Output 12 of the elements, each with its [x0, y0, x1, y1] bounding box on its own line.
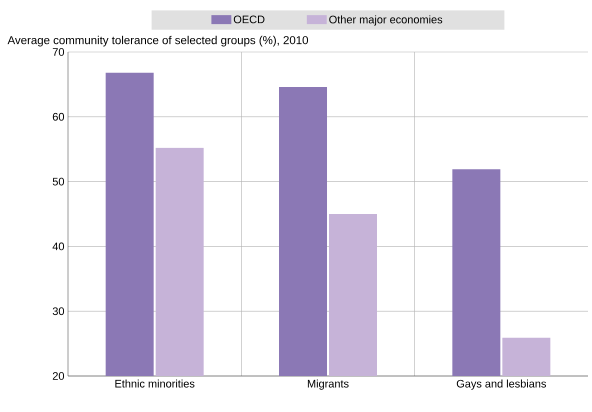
y-tick-label: 60: [52, 112, 64, 121]
y-tick-label: 30: [52, 307, 64, 316]
y-tick-label: 20: [52, 372, 64, 380]
legend-label: OECD: [234, 16, 264, 24]
y-tick-label: 70: [52, 48, 64, 56]
chart-title: Average community tolerance of selected groups (%), 2010: [8, 36, 308, 46]
y-tick-label: 50: [52, 178, 64, 186]
x-tick-label: Gays and lesbians: [456, 380, 546, 390]
y-tick-label: 40: [52, 242, 64, 250]
x-tick-label: Migrants: [308, 380, 349, 390]
legend-label: Other major economies: [329, 15, 442, 26]
x-tick-label: Ethnic minorities: [115, 380, 194, 388]
